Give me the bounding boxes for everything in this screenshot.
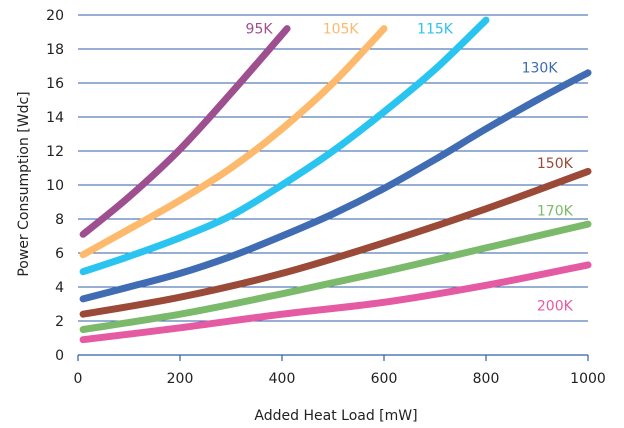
y-tick-label: 2 [55, 314, 64, 330]
series-label-170k: 170K [537, 204, 574, 220]
series-line-130k [79, 69, 592, 303]
series-label-105k: 105K [323, 22, 360, 38]
y-axis-title: Power Consumption [Wdc] [16, 91, 32, 276]
x-tick-label: 200 [167, 371, 194, 387]
y-tick-label: 4 [55, 280, 64, 296]
x-tick-label: 600 [371, 371, 398, 387]
series-line-115k [79, 16, 490, 276]
series-line-105k [79, 25, 388, 259]
y-tick-label: 16 [46, 76, 64, 92]
series-layer [79, 16, 592, 344]
y-tick-label: 10 [46, 178, 64, 194]
series-label-95k: 95K [246, 22, 274, 38]
grid-layer [78, 14, 588, 322]
y-tick-label: 0 [55, 348, 64, 364]
series-line-150k [79, 167, 592, 318]
series-label-200k: 200K [537, 299, 574, 315]
y-tick-label: 18 [46, 42, 64, 58]
x-axis-title: Added Heat Load [mW] [254, 408, 417, 424]
x-tick-label: 400 [269, 371, 296, 387]
x-tick-label: 800 [473, 371, 500, 387]
y-tick-label: 14 [46, 110, 64, 126]
x-tick-label: 1000 [570, 371, 606, 387]
y-tick-label: 12 [46, 144, 64, 160]
series-line-170k [79, 220, 592, 333]
series-line-200k [79, 261, 592, 344]
series-line-95k [79, 25, 291, 238]
y-tick-label: 6 [55, 246, 64, 262]
y-tick-label: 8 [55, 212, 64, 228]
x-tick-label: 0 [74, 371, 83, 387]
series-label-115k: 115K [417, 22, 454, 38]
y-tick-label: 20 [46, 8, 64, 24]
series-label-layer: 95K 105K 115K 130K 150K 170K 200K [246, 22, 574, 315]
series-label-150k: 150K [537, 156, 574, 172]
series-label-130k: 130K [522, 61, 559, 77]
